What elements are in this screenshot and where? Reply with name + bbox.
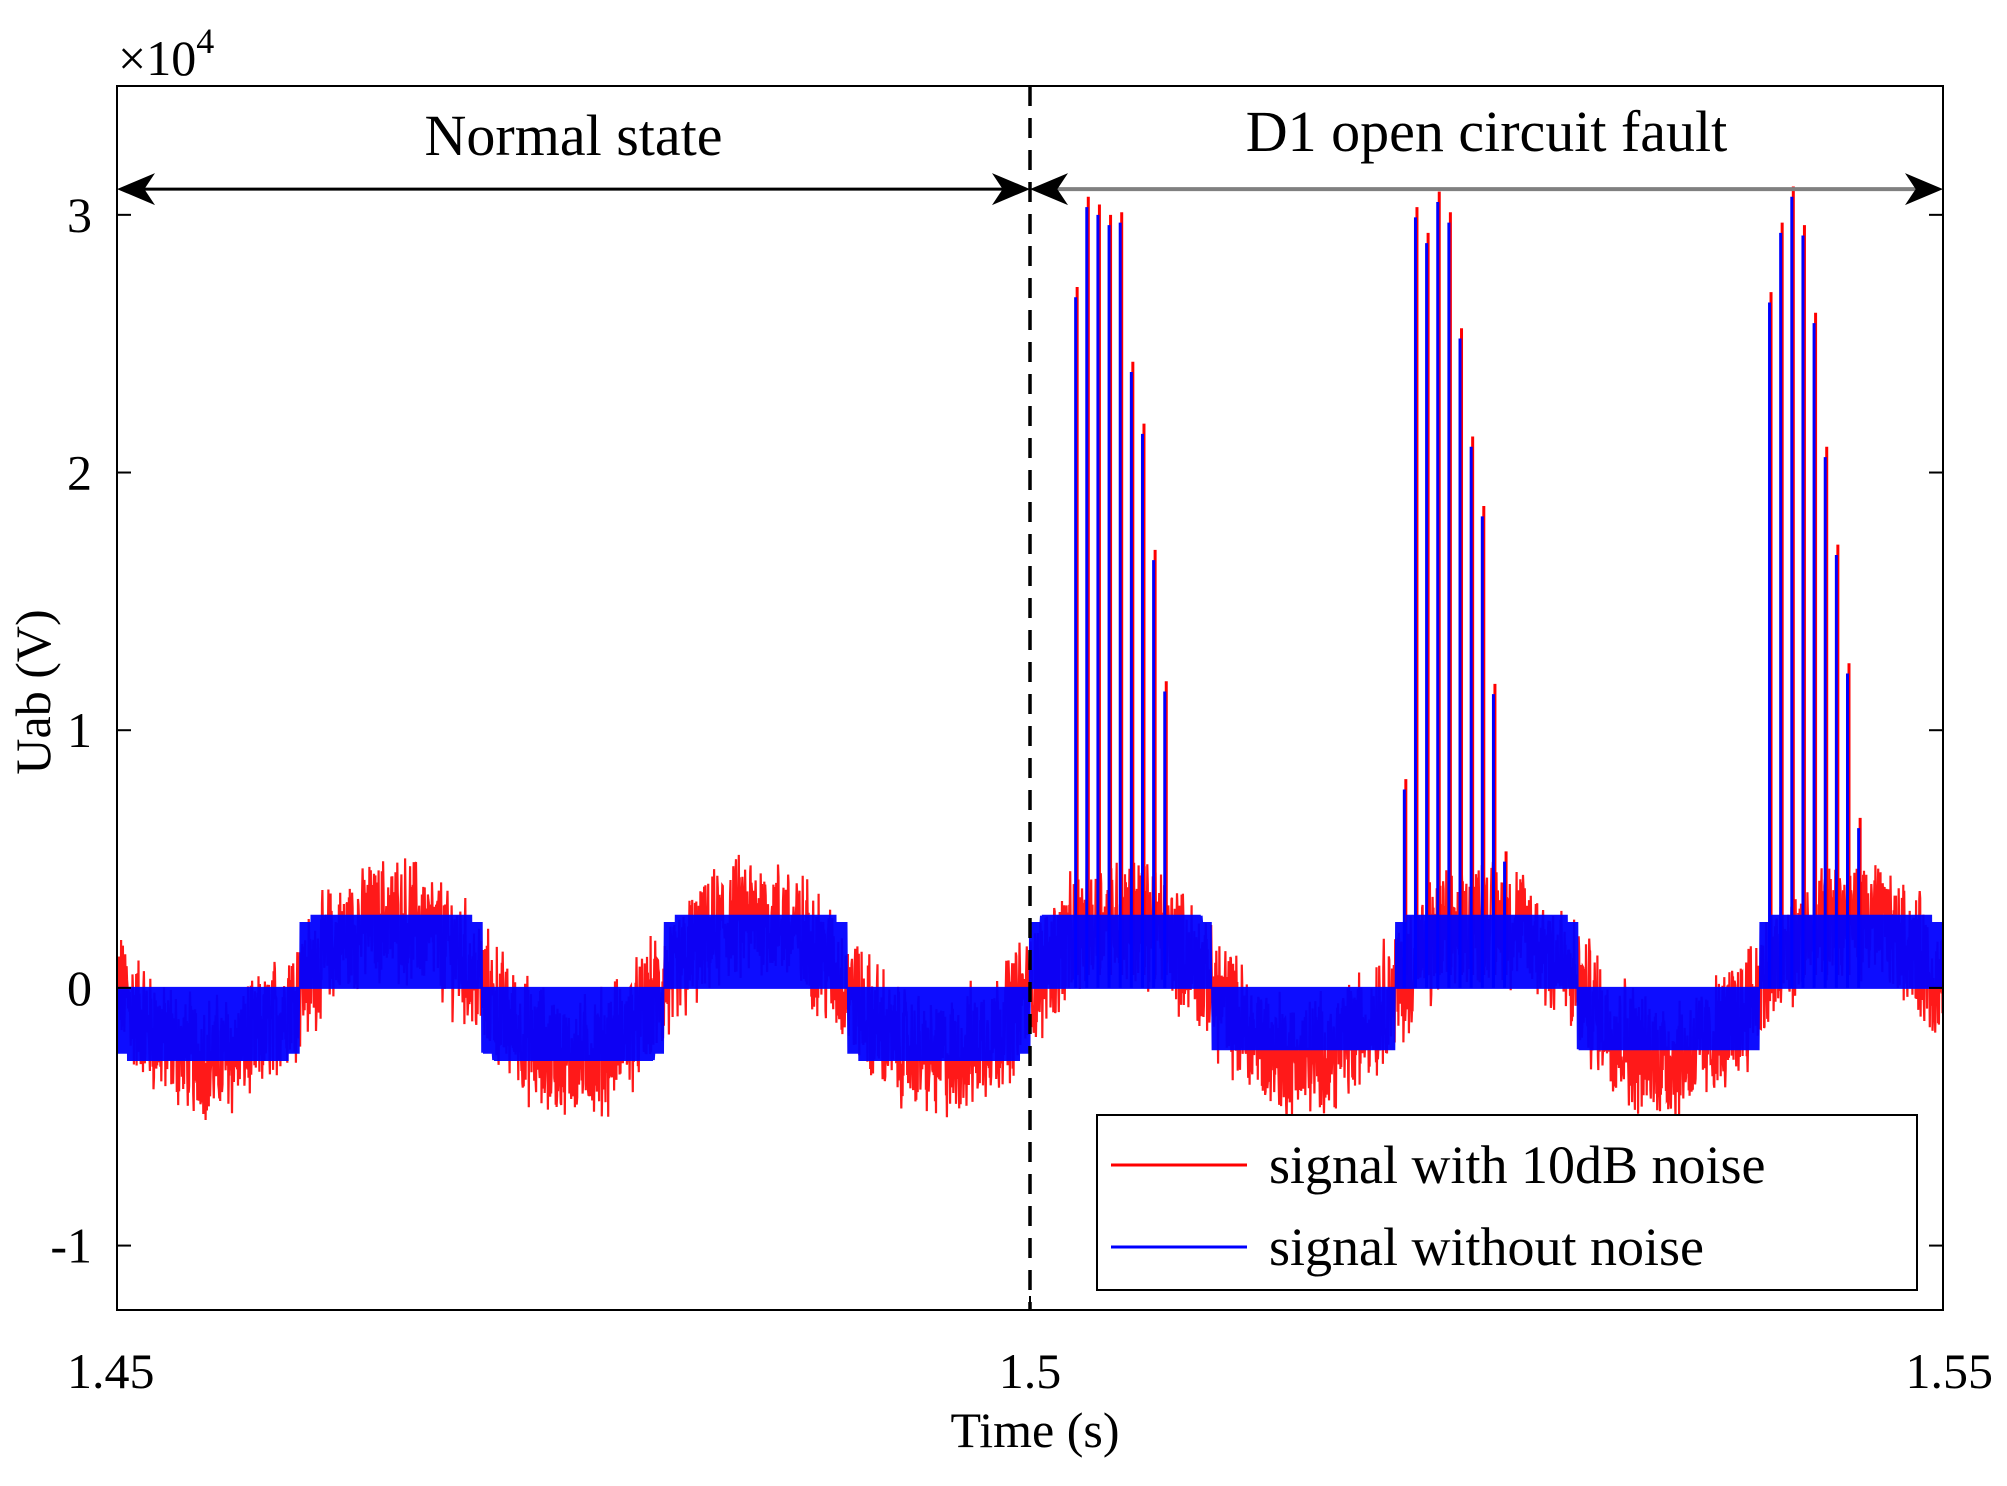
x-tick-label: 1.55 (1906, 1343, 1994, 1399)
annotation-layer: Normal state D1 open circuit fault (117, 86, 1943, 1310)
series-layer (117, 186, 1943, 1122)
legend-entry-label: signal with 10dB noise (1269, 1135, 1766, 1195)
y-axis-label: Uab (V) (5, 609, 61, 774)
x-tick-label: 1.5 (999, 1343, 1062, 1399)
fault-state-label: D1 open circuit fault (1246, 99, 1728, 164)
fault-arrow-left-head (1030, 173, 1068, 206)
y-tick-label: 1 (67, 702, 92, 758)
normal-state-arrow-right-head (992, 173, 1030, 206)
legend-box (1096, 1114, 1918, 1291)
x-tick-label: 1.45 (67, 1343, 155, 1399)
y-tick-label: 2 (67, 445, 92, 501)
y-axis-multiplier: ×104 (118, 21, 214, 86)
y-tick-label: 3 (67, 187, 92, 243)
normal-state-label: Normal state (425, 103, 723, 168)
fault-arrow-right-head (1905, 173, 1943, 206)
y-tick-label: 0 (67, 960, 92, 1016)
legend-entry-label: signal without noise (1269, 1217, 1704, 1277)
y-tick-label: -1 (50, 1218, 92, 1274)
tick-layer: 1.45 1.5 1.55 -1 0 1 2 3 (50, 86, 1993, 1399)
legend: signal with 10dB noise signal without noi… (1096, 1114, 1918, 1291)
normal-state-arrow-left-head (117, 173, 155, 206)
x-axis-label: Time (s) (950, 1402, 1119, 1458)
